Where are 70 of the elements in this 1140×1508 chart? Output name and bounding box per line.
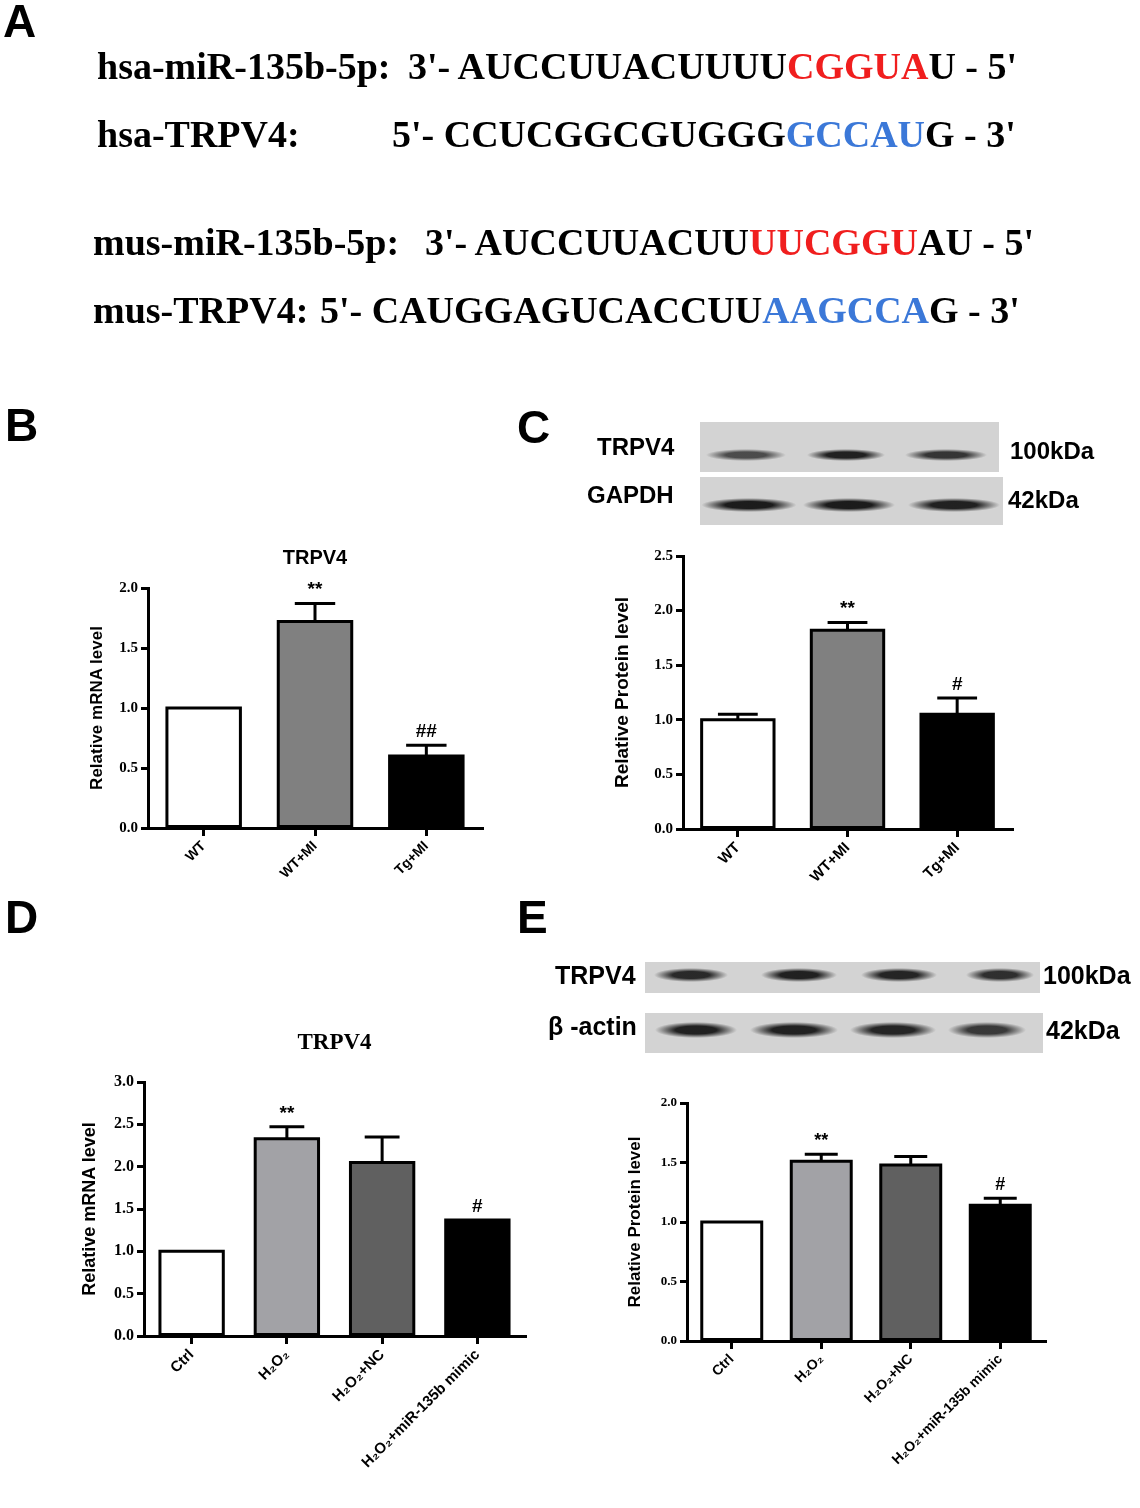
annotation: **: [307, 578, 323, 600]
text: AAGCCA: [762, 289, 930, 332]
text: hsa-TRPV4:: [97, 112, 300, 158]
y-axis-title: Relative Protein level: [624, 1136, 644, 1308]
text: U - 5': [928, 45, 1018, 88]
text: AU - 5': [917, 221, 1035, 264]
chart-title: TRPV4: [297, 1028, 373, 1054]
annotation: **: [840, 597, 856, 619]
annotation: **: [814, 1130, 829, 1151]
y-tick-label: 2.5: [114, 1114, 134, 1132]
text: CGGUA: [786, 45, 929, 88]
text: 42kDa: [1046, 1015, 1121, 1044]
y-tick-label: 2.0: [660, 1094, 677, 1110]
text: 42kDa: [1008, 485, 1080, 513]
text: TRPV4: [597, 432, 676, 460]
y-tick-label: 0.5: [119, 758, 138, 775]
x-tick-label: Ctrl: [708, 1350, 737, 1379]
y-tick-label: 1.0: [660, 1213, 677, 1229]
chart-title: TRPV4: [282, 545, 349, 568]
x-tick-label: Ctrl: [166, 1345, 197, 1376]
y-tick-label: 2.5: [654, 546, 673, 563]
annotation: #: [995, 1174, 1006, 1195]
y-tick-label: 0.5: [654, 765, 673, 782]
annotation: #: [472, 1194, 484, 1216]
text: 3'- AUCCUUACUU: [425, 221, 750, 264]
text: E: [517, 890, 548, 943]
text: 100kDa: [1043, 960, 1132, 989]
text: mus-miR-135b-5p:: [93, 220, 400, 266]
text: β -actin: [548, 1011, 637, 1040]
text: TRPV4: [555, 960, 636, 989]
y-tick-label: 0.0: [119, 818, 138, 835]
y-axis-title: Relative mRNA level: [78, 1122, 99, 1296]
y-tick-label: 2.0: [114, 1156, 134, 1174]
y-tick-label: 1.0: [654, 710, 673, 727]
text: mus-TRPV4:: [93, 288, 309, 334]
y-axis-title: Relative mRNA level: [86, 626, 106, 790]
y-axis-title: Relative Protein level: [611, 596, 633, 789]
text: 5'- CAUGGAGUCACCUU: [320, 289, 763, 332]
text: 5'- CCUCGGCGUGGG: [392, 113, 786, 156]
y-tick-label: 2.0: [654, 601, 673, 618]
y-tick-label: 1.5: [119, 638, 138, 655]
y-tick-label: 0.0: [654, 819, 673, 836]
annotation: **: [279, 1101, 295, 1123]
y-tick-label: 2.0: [119, 578, 138, 595]
x-tick-label: WT: [714, 838, 743, 867]
y-tick-label: 0.0: [660, 1332, 677, 1348]
text: B: [5, 398, 39, 451]
text: 3'- AUCCUUACUUUU: [408, 45, 787, 88]
text: GCCAU: [785, 113, 926, 156]
y-tick-label: 0.5: [114, 1283, 134, 1301]
text: A: [3, 0, 37, 50]
y-tick-label: 3.0: [114, 1072, 134, 1090]
y-tick-label: 1.5: [114, 1199, 134, 1217]
text: G - 3': [925, 113, 1016, 156]
y-tick-label: 1.0: [114, 1241, 134, 1259]
annotation: #: [951, 672, 963, 694]
text: C: [517, 400, 551, 453]
y-tick-label: 0.0: [114, 1326, 134, 1344]
text: UUCGGU: [749, 221, 918, 264]
annotation: ##: [415, 719, 438, 741]
y-tick-label: 0.5: [660, 1272, 678, 1288]
text: D: [5, 890, 39, 943]
x-tick-label: WT: [181, 837, 209, 865]
text: hsa-miR-135b-5p:: [97, 44, 391, 90]
y-tick-label: 1.0: [119, 698, 138, 715]
y-tick-label: 1.5: [660, 1153, 678, 1169]
y-tick-label: 1.5: [654, 656, 673, 673]
text: GAPDH: [587, 480, 674, 508]
text: G - 3': [929, 289, 1020, 332]
text: 100kDa: [1010, 436, 1095, 464]
